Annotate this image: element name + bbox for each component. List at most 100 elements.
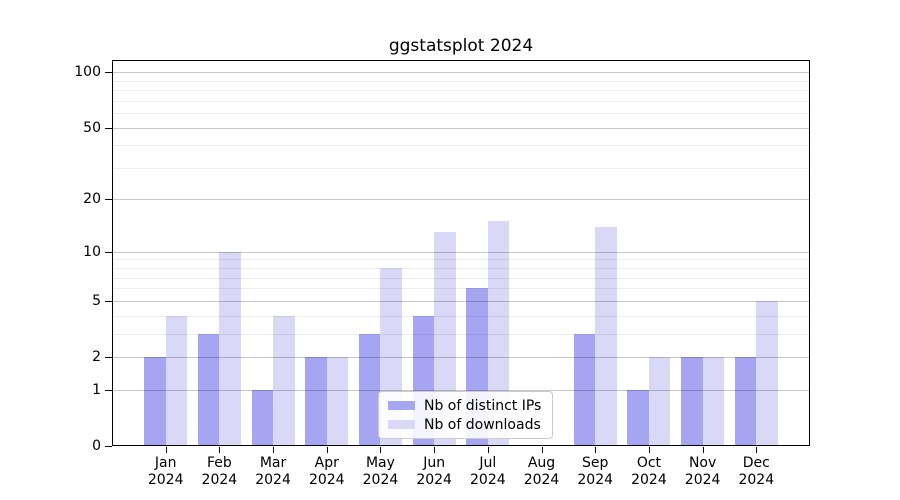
x-tick-month: Jan	[154, 455, 177, 471]
x-tick-mark-jun	[434, 447, 436, 453]
minor-gridline-4	[112, 315, 810, 317]
x-tick-mark-dec	[756, 447, 758, 453]
x-tick-label-dec: Dec 2024	[728, 455, 784, 489]
bar-apr-distinct-ips	[305, 357, 327, 446]
chart-title: ggstatsplot 2024	[388, 36, 534, 56]
minor-gridline-60	[112, 113, 810, 115]
bar-jan-downloads	[165, 315, 188, 446]
minor-gridline-70	[112, 100, 810, 102]
minor-gridline-40	[112, 145, 810, 147]
x-tick-label-apr: Apr 2024	[299, 455, 355, 489]
bar-feb-distinct-ips	[197, 333, 220, 446]
bar-mar-downloads	[273, 315, 295, 446]
minor-gridline-30	[112, 167, 810, 169]
x-tick-mark-apr	[326, 447, 328, 453]
y-tick-label-1: 1	[92, 381, 101, 398]
x-tick-month: Oct	[636, 455, 662, 471]
y-tick-mark-10	[105, 251, 112, 253]
x-tick-mark-oct	[648, 447, 650, 453]
bar-dec-downloads	[756, 300, 778, 446]
y-tick-mark-5	[105, 300, 112, 302]
legend: Nb of distinct IPs Nb of downloads	[378, 391, 554, 439]
bar-may-distinct-ips	[358, 333, 381, 446]
x-tick-label-mar: Mar 2024	[245, 455, 301, 489]
x-tick-month: Mar	[259, 455, 287, 471]
x-tick-mark-sep	[595, 447, 597, 453]
x-tick-year: 2024	[523, 472, 560, 488]
bar-mar-distinct-ips	[251, 389, 274, 446]
minor-gridline-3	[112, 333, 810, 335]
bar-oct-distinct-ips	[627, 389, 649, 446]
x-tick-label-jan: Jan 2024	[138, 455, 194, 489]
x-tick-mark-jul	[487, 447, 489, 453]
x-tick-year: 2024	[308, 472, 345, 488]
x-tick-year: 2024	[362, 472, 399, 488]
bar-feb-downloads	[219, 251, 241, 446]
x-tick-mark-mar	[273, 447, 275, 453]
x-tick-label-aug: Aug 2024	[514, 455, 570, 489]
major-gridline-2	[112, 357, 810, 358]
y-tick-label-50: 50	[83, 119, 101, 136]
x-tick-label-jun: Jun 2024	[406, 455, 462, 489]
legend-swatch-downloads	[388, 420, 415, 429]
major-gridline-100	[112, 72, 810, 74]
x-tick-year: 2024	[255, 472, 291, 488]
legend-swatch-distinct-ips	[388, 401, 415, 410]
x-tick-label-sep: Sep 2024	[567, 455, 623, 489]
major-gridline-10	[112, 251, 810, 253]
x-tick-mark-aug	[541, 447, 543, 453]
x-tick-mark-jan	[165, 447, 167, 453]
y-tick-mark-2	[105, 357, 112, 358]
x-tick-year: 2024	[470, 472, 506, 488]
bar-jul-downloads	[487, 221, 510, 446]
y-tick-label-2: 2	[92, 349, 101, 365]
minor-gridline-9	[112, 259, 810, 261]
major-gridline-50	[112, 127, 810, 129]
x-tick-year: 2024	[577, 472, 614, 488]
x-tick-month: Feb	[206, 455, 232, 471]
x-tick-label-jul: Jul 2024	[460, 455, 516, 489]
x-tick-month: Apr	[314, 455, 339, 471]
x-tick-month: Sep	[582, 455, 609, 471]
x-tick-mark-may	[380, 447, 382, 453]
x-tick-month: May	[365, 455, 395, 471]
x-tick-year: 2024	[147, 472, 184, 488]
bar-dec-distinct-ips	[734, 357, 757, 446]
y-tick-mark-1	[105, 389, 112, 391]
y-tick-mark-50	[105, 127, 112, 129]
minor-gridline-8	[112, 268, 810, 270]
x-tick-month: Dec	[742, 455, 770, 471]
y-tick-label-0: 0	[92, 438, 101, 454]
legend-item-downloads: Nb of downloads	[388, 416, 541, 433]
x-tick-year: 2024	[201, 472, 238, 488]
x-tick-label-nov: Nov 2024	[675, 455, 731, 489]
x-tick-year: 2024	[684, 472, 721, 488]
x-tick-label-feb: Feb 2024	[191, 455, 247, 489]
x-tick-mark-feb	[219, 447, 221, 453]
y-tick-mark-20	[105, 199, 112, 201]
bar-sep-downloads	[595, 226, 617, 446]
y-tick-label-10: 10	[83, 243, 101, 260]
x-tick-year: 2024	[416, 472, 452, 488]
major-gridline-5	[112, 300, 810, 302]
bar-oct-downloads	[648, 357, 671, 446]
bar-sep-distinct-ips	[573, 333, 596, 446]
bar-nov-distinct-ips	[681, 357, 703, 446]
major-gridline-20	[112, 199, 810, 201]
plot-area	[112, 60, 810, 446]
minor-gridline-90	[112, 80, 810, 82]
minor-gridline-6	[112, 288, 810, 290]
x-tick-label-oct: Oct 2024	[621, 455, 677, 489]
x-tick-mark-nov	[702, 447, 704, 453]
legend-label-downloads: Nb of downloads	[424, 416, 541, 433]
major-gridline-1	[112, 389, 810, 391]
x-tick-month: Jun	[423, 455, 446, 471]
y-tick-label-5: 5	[92, 292, 101, 309]
x-tick-month: Jul	[479, 455, 497, 471]
y-tick-mark-100	[105, 72, 112, 74]
bar-nov-downloads	[702, 357, 725, 446]
y-tick-label-20: 20	[83, 191, 101, 208]
y-tick-mark-0	[105, 446, 112, 447]
minor-gridline-80	[112, 90, 810, 92]
